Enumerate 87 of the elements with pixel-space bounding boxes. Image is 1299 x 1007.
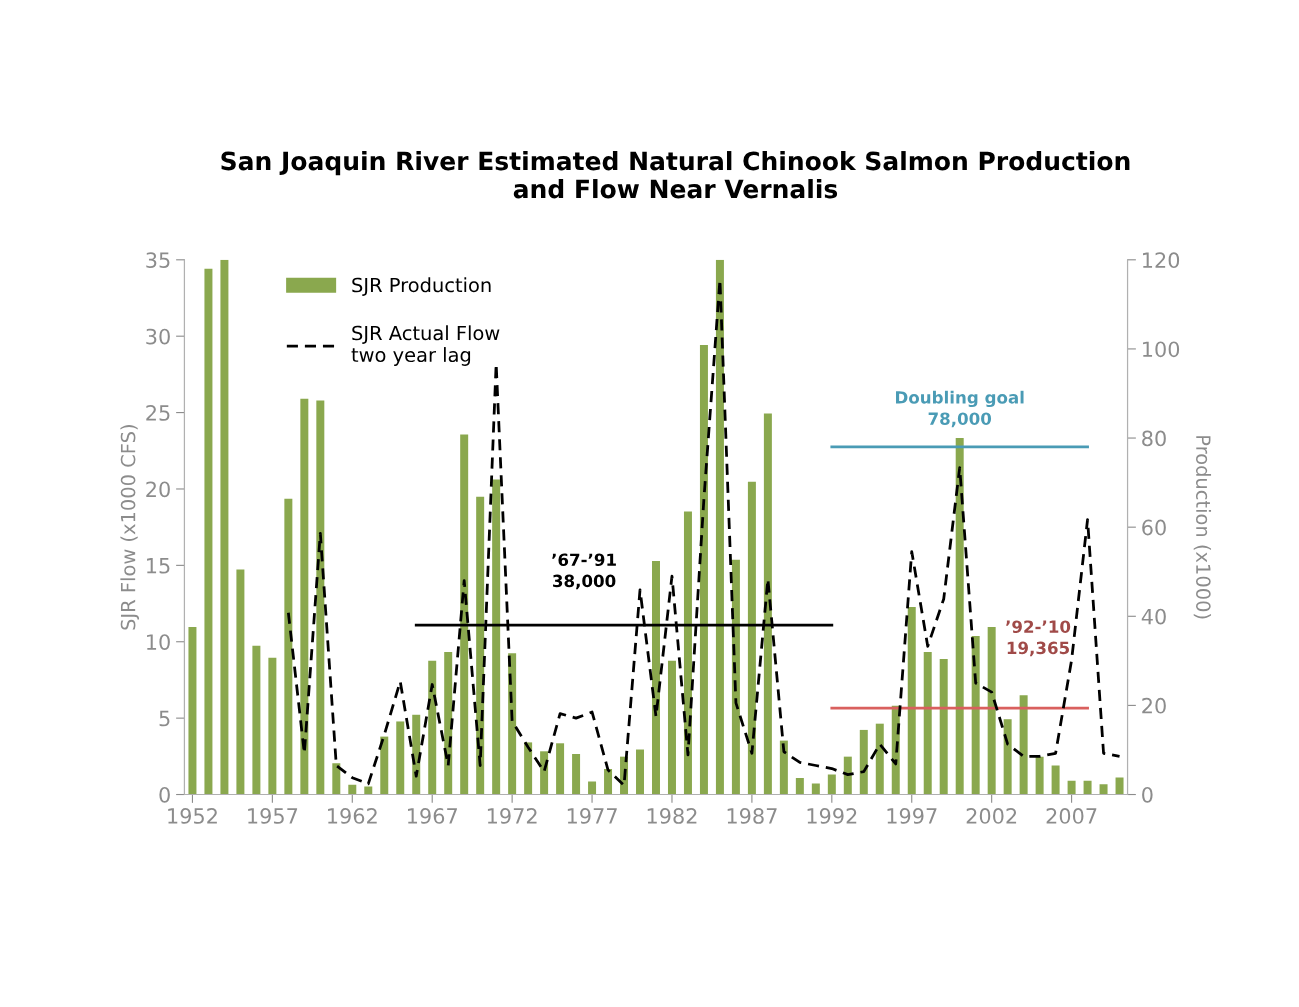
bar [444, 651, 453, 795]
bar [667, 660, 676, 795]
bar [332, 763, 341, 795]
bar [971, 635, 980, 795]
bar [188, 626, 197, 795]
annotation: ’67-’91 38,000 [552, 553, 616, 590]
chart-title: San Joaquin River Estimated Natural Chinook Salmon Production and Flow Near Vernalis [221, 151, 1130, 199]
bar [428, 660, 437, 795]
y-tick-label: 20 [146, 481, 170, 498]
annotation: Doubling goal 78,000 [896, 390, 1024, 428]
bar [1099, 784, 1108, 795]
bar [348, 784, 357, 795]
bar [1083, 780, 1092, 795]
bar [396, 721, 405, 795]
x-tick-label: 1962 [328, 808, 377, 824]
bar [588, 781, 597, 795]
y2-tick-label: 120 [1143, 252, 1180, 269]
bar [284, 498, 293, 795]
bar [827, 774, 836, 795]
bar [1019, 695, 1028, 795]
x-tick-label: 1997 [887, 808, 937, 824]
bar [907, 606, 916, 795]
bar [923, 651, 932, 795]
bar [763, 413, 772, 795]
bar [220, 259, 229, 795]
x-tick-label: 1992 [807, 808, 857, 824]
y-tick-label: 10 [147, 634, 170, 650]
bar [1051, 765, 1060, 795]
bar [204, 268, 213, 795]
bar [939, 659, 948, 795]
bar [540, 751, 549, 795]
bar [636, 749, 645, 795]
bar [779, 740, 788, 795]
bar [316, 400, 325, 795]
y-tick-label: 0 [159, 786, 170, 803]
bar [1035, 756, 1044, 795]
bar [683, 511, 692, 795]
bar [1115, 777, 1124, 795]
bar [811, 783, 820, 795]
x-tick-label: 1967 [407, 808, 457, 824]
bar [300, 398, 309, 795]
bar [955, 438, 964, 795]
x-tick-label: 1977 [567, 808, 617, 824]
bar [1003, 719, 1012, 795]
bar [1067, 780, 1076, 795]
x-tick-label: 1972 [487, 808, 537, 824]
y-tick-label: 5 [159, 710, 170, 727]
bar [252, 645, 261, 795]
y2-tick-label: 100 [1143, 341, 1180, 358]
bar [699, 344, 708, 795]
x-tick-label: 1987 [727, 808, 777, 824]
bar [604, 769, 613, 795]
y-tick-label: 30 [146, 328, 170, 345]
bar [380, 736, 389, 795]
bar [795, 778, 804, 795]
x-tick-label: 1982 [647, 808, 697, 824]
x-tick-label: 1952 [168, 808, 217, 824]
bar [859, 729, 868, 795]
y-tick-label: 35 [146, 252, 170, 269]
bar [987, 626, 996, 795]
y2-tick-label: 20 [1142, 697, 1166, 714]
y-tick-label: 15 [147, 558, 170, 574]
y2-tick-label: 40 [1141, 608, 1166, 625]
bar [652, 561, 660, 795]
y2-tick-label: 60 [1142, 519, 1166, 536]
bar [843, 756, 852, 795]
bar [875, 723, 884, 795]
bar [492, 479, 501, 795]
y-tick-label: 25 [146, 405, 170, 421]
bar [747, 481, 756, 795]
bar [268, 657, 277, 795]
y2-axis-title: Production (x1000) [1193, 436, 1212, 619]
bar [460, 434, 469, 795]
bar [715, 259, 724, 795]
x-tick-label: 2002 [966, 808, 1017, 824]
bar [572, 753, 581, 795]
bar [524, 742, 533, 795]
y-axis-title: SJR Flow (x1000 CFS) [120, 425, 140, 630]
y2-tick-label: 0 [1142, 786, 1153, 803]
legend-label: SJR Actual Flow two year lag [351, 325, 500, 366]
bar [236, 569, 245, 795]
x-tick-label: 1957 [248, 808, 298, 824]
y2-tick-label: 80 [1142, 430, 1166, 447]
bar [556, 743, 565, 795]
x-tick-label: 2007 [1046, 808, 1097, 824]
legend-label: SJR Production [352, 277, 491, 296]
annotation: ’92-’10 19,365 [1006, 620, 1071, 657]
